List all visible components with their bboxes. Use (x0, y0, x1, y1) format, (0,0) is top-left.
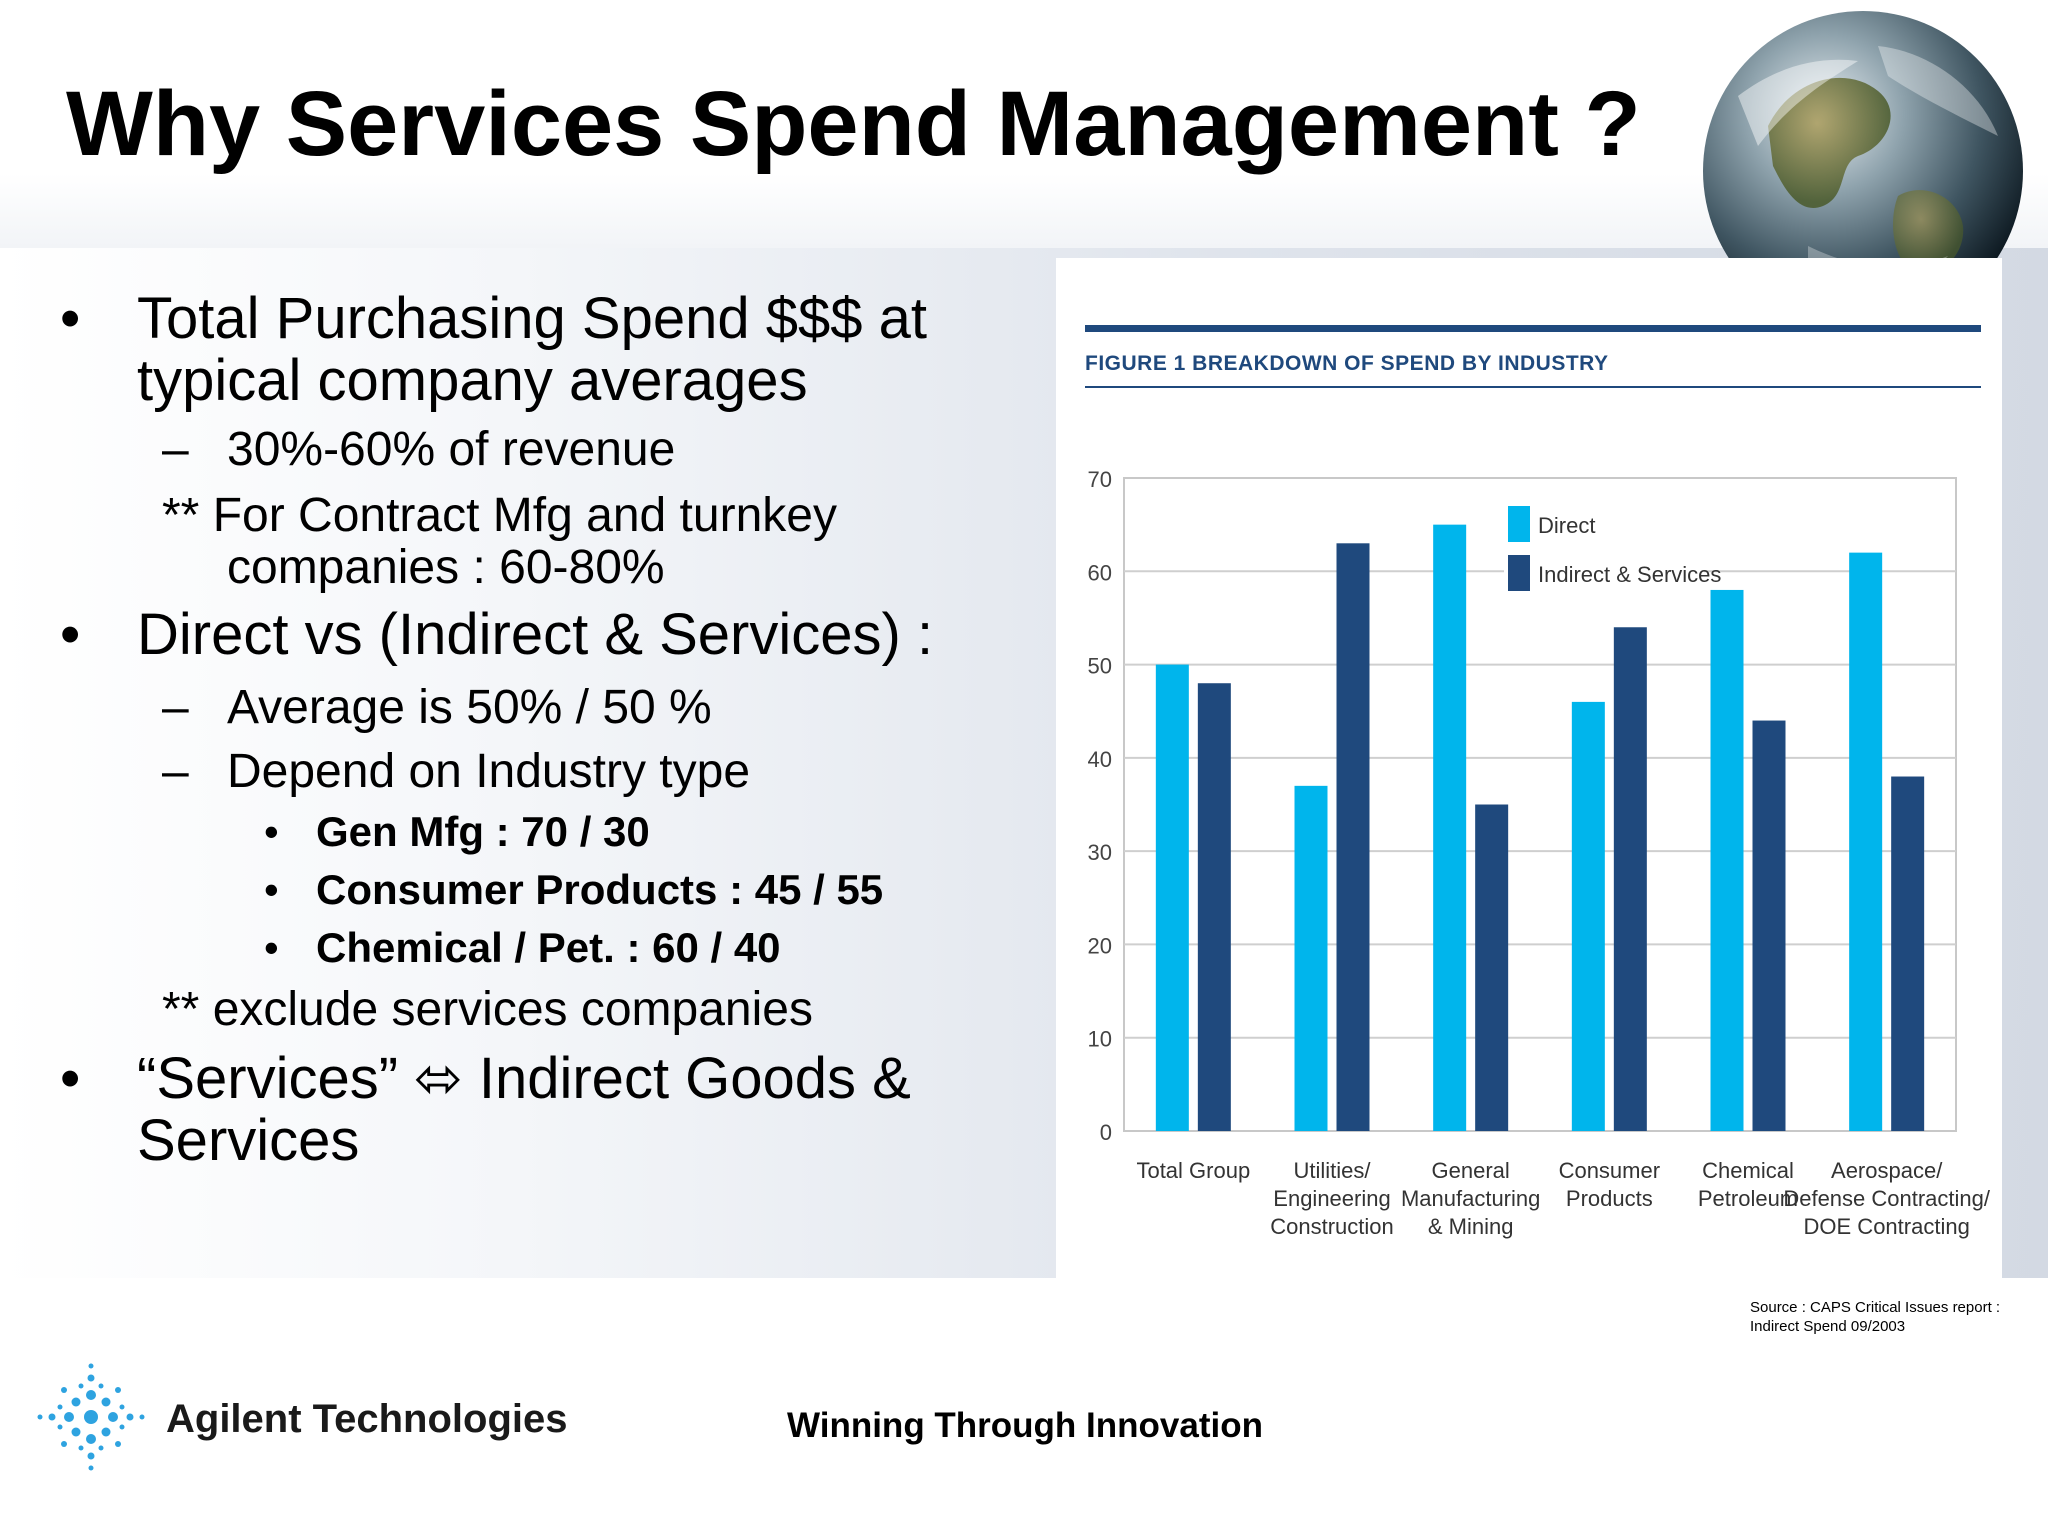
bar-direct (1155, 664, 1189, 1131)
x-category-label: Construction (1270, 1214, 1394, 1239)
legend-backdrop (1504, 551, 1704, 595)
legend-label: Direct (1538, 513, 1595, 538)
y-tick-label: 40 (1088, 747, 1112, 772)
bullet-marker: • (264, 808, 279, 855)
logo-text: Agilent Technologies (166, 1397, 568, 1441)
sub-revenue-share: 30%-60% of revenue (227, 423, 676, 476)
industry-gen-mfg: Gen Mfg : 70 / 30 (316, 808, 650, 855)
y-tick-label: 20 (1088, 933, 1112, 958)
note-contract-mfg-line2: companies : 60-80% (227, 541, 665, 594)
bar-indirect (1336, 543, 1370, 1131)
x-category-label: General (1432, 1158, 1510, 1183)
bar-direct (1849, 552, 1883, 1131)
bar-indirect (1752, 720, 1786, 1131)
legend-backdrop (1504, 502, 1704, 546)
dash-marker: – (162, 423, 189, 476)
legend-label: Indirect & Services (1538, 562, 1721, 587)
x-category-label: Engineering (1273, 1186, 1390, 1211)
dash-marker: – (162, 745, 189, 798)
y-tick-label: 10 (1088, 1027, 1112, 1052)
x-category-label: Total Group (1136, 1158, 1250, 1183)
y-tick-label: 70 (1088, 467, 1112, 492)
x-category-label: Manufacturing (1401, 1186, 1540, 1211)
bullet-direct-vs-indirect: Direct vs (Indirect & Services) : (137, 602, 934, 667)
note-exclude-services: ** exclude services companies (162, 983, 813, 1036)
slide-background-top (0, 0, 2048, 248)
bullet-services-line1: “Services” ⬄ Indirect Goods & (137, 1046, 911, 1111)
chart-top-rule (1085, 325, 1981, 332)
bar-indirect (1197, 683, 1231, 1131)
bullet-total-spend-line2: typical company averages (137, 348, 808, 413)
y-tick-label: 50 (1088, 654, 1112, 679)
legend-swatch (1508, 506, 1530, 542)
note-contract-mfg-line1: ** For Contract Mfg and turnkey (162, 489, 837, 542)
x-category-label: DOE Contracting (1804, 1214, 1970, 1239)
y-tick-label: 0 (1100, 1120, 1112, 1145)
bar-direct (1571, 701, 1605, 1131)
bar-indirect (1891, 776, 1925, 1131)
x-category-label: Defense Contracting/ (1783, 1186, 1991, 1211)
chart-panel: FIGURE 1 BREAKDOWN OF SPEND BY INDUSTRY 0… (1056, 258, 2002, 1362)
x-category-label: Consumer (1559, 1158, 1660, 1183)
legend-swatch (1508, 555, 1530, 591)
slide-title: Why Services Spend Management ? (66, 73, 1641, 175)
bar-direct (1433, 524, 1467, 1131)
bullet-marker: • (264, 924, 279, 971)
bullet-marker: • (60, 1046, 81, 1111)
agilent-logo: Agilent Technologies (37, 1363, 568, 1471)
bar-indirect (1475, 804, 1509, 1131)
y-tick-label: 30 (1088, 840, 1112, 865)
x-category-label: Products (1566, 1186, 1653, 1211)
bullet-marker: • (264, 866, 279, 913)
bullet-total-spend-line1: Total Purchasing Spend $$$ at (137, 286, 927, 351)
bar-direct (1294, 785, 1328, 1131)
x-category-label: Utilities/ (1293, 1158, 1371, 1183)
x-category-label: Aerospace/ (1831, 1158, 1943, 1183)
footer-tagline: Winning Through Innovation (787, 1406, 1263, 1445)
chart-title: FIGURE 1 BREAKDOWN OF SPEND BY INDUSTRY (1085, 352, 1609, 375)
x-category-label: Petroleum (1698, 1186, 1798, 1211)
bullet-services-line2: Services (137, 1108, 360, 1173)
sub-average: Average is 50% / 50 % (227, 681, 712, 734)
industry-chemical-pet: Chemical / Pet. : 60 / 40 (316, 924, 781, 971)
x-category-label: Chemical (1702, 1158, 1794, 1183)
bar-indirect (1613, 627, 1647, 1131)
bullet-marker: • (60, 286, 81, 351)
bullet-marker: • (60, 602, 81, 667)
source-note: Source : CAPS Critical Issues report : I… (1750, 1299, 2001, 1335)
industry-consumer-products: Consumer Products : 45 / 55 (316, 866, 884, 913)
bar-direct (1710, 589, 1744, 1131)
dash-marker: – (162, 681, 189, 734)
spark-icon (37, 1363, 145, 1471)
sub-industry-type: Depend on Industry type (227, 745, 751, 798)
chart-title-rule (1085, 386, 1981, 388)
x-category-label: & Mining (1428, 1214, 1514, 1239)
bar-chart: FIGURE 1 BREAKDOWN OF SPEND BY INDUSTRY 0… (1085, 325, 1991, 1239)
y-tick-label: 60 (1088, 560, 1112, 585)
